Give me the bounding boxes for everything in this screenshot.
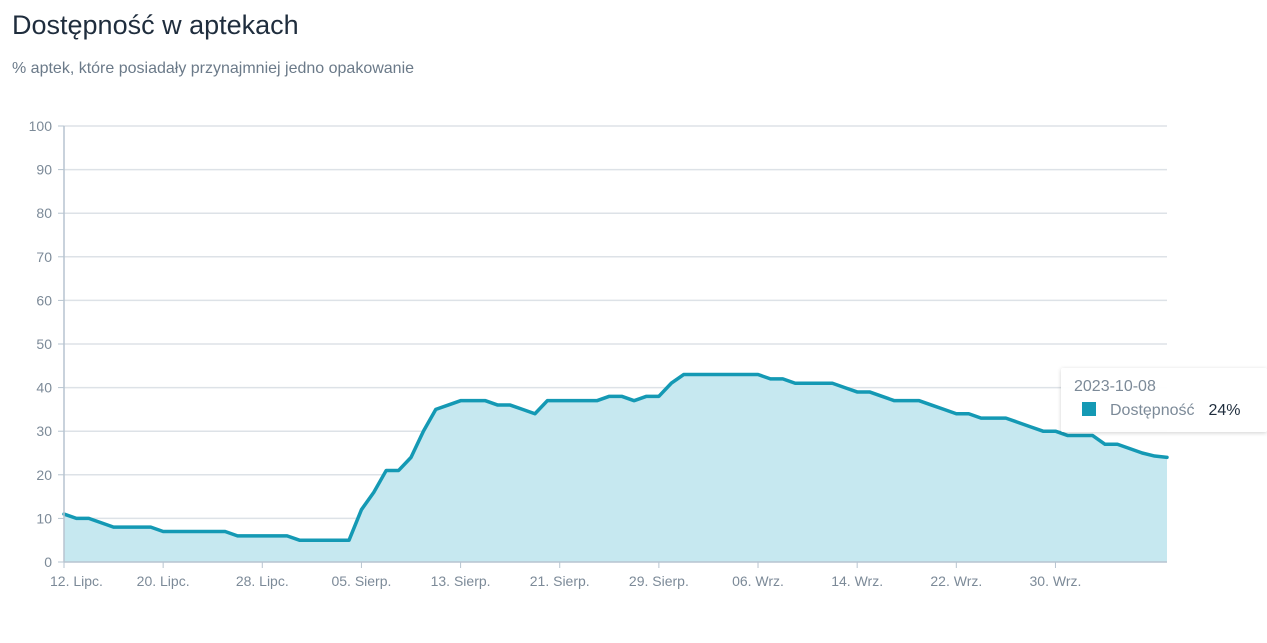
- x-axis-ticks: 12. Lipc. 20. Lipc. 28. Lipc. 05. Sierp. 13.…: [50, 562, 1081, 589]
- x-tick-label-6: 29. Sierp.: [629, 573, 689, 589]
- x-tick-label-9: 22. Wrz.: [930, 573, 982, 589]
- x-tick-label-7: 06. Wrz.: [732, 573, 784, 589]
- y-tick-label-100: 100: [29, 118, 53, 134]
- y-tick-label-50: 50: [36, 336, 52, 352]
- x-tick-label-10: 30. Wrz.: [1030, 573, 1082, 589]
- y-tick-label-60: 60: [36, 292, 52, 308]
- x-tick-label-0: 12. Lipc.: [50, 573, 103, 589]
- y-tick-label-40: 40: [36, 380, 52, 396]
- y-tick-label-70: 70: [36, 249, 52, 265]
- availability-series-line: [62, 372, 1169, 542]
- tooltip-series-name: Dostępność: [1110, 402, 1195, 419]
- x-tick-label-3: 05. Sierp.: [331, 573, 391, 589]
- y-tick-label-0: 0: [44, 554, 52, 570]
- x-tick-label-1: 20. Lipc.: [137, 573, 190, 589]
- tooltip-date: 2023-10-08: [1074, 378, 1156, 395]
- x-tick-label-4: 13. Sierp.: [431, 573, 491, 589]
- y-tick-label-20: 20: [36, 467, 52, 483]
- data-tooltip: 2023-10-08 Dostępność 24%: [1061, 368, 1267, 432]
- x-tick-label-5: 21. Sierp.: [530, 573, 590, 589]
- y-tick-label-90: 90: [36, 162, 52, 178]
- series-swatch-icon: [1082, 402, 1096, 416]
- chart-title: Dostępność w aptekach: [12, 10, 299, 40]
- y-axis-ticks: 0 10 20 30 40 50 60 70 80 90 100: [29, 118, 64, 570]
- availability-area: [64, 374, 1167, 562]
- tooltip-row: Dostępność 24%: [1082, 402, 1241, 420]
- y-tick-label-30: 30: [36, 423, 52, 439]
- x-tick-label-2: 28. Lipc.: [236, 573, 289, 589]
- tooltip-value: 24%: [1208, 402, 1241, 419]
- chart-subtitle: % aptek, które posiadały przynajmniej je…: [12, 60, 415, 77]
- x-tick-label-8: 14. Wrz.: [831, 573, 883, 589]
- y-tick-label-10: 10: [36, 510, 52, 526]
- y-tick-label-80: 80: [36, 205, 52, 221]
